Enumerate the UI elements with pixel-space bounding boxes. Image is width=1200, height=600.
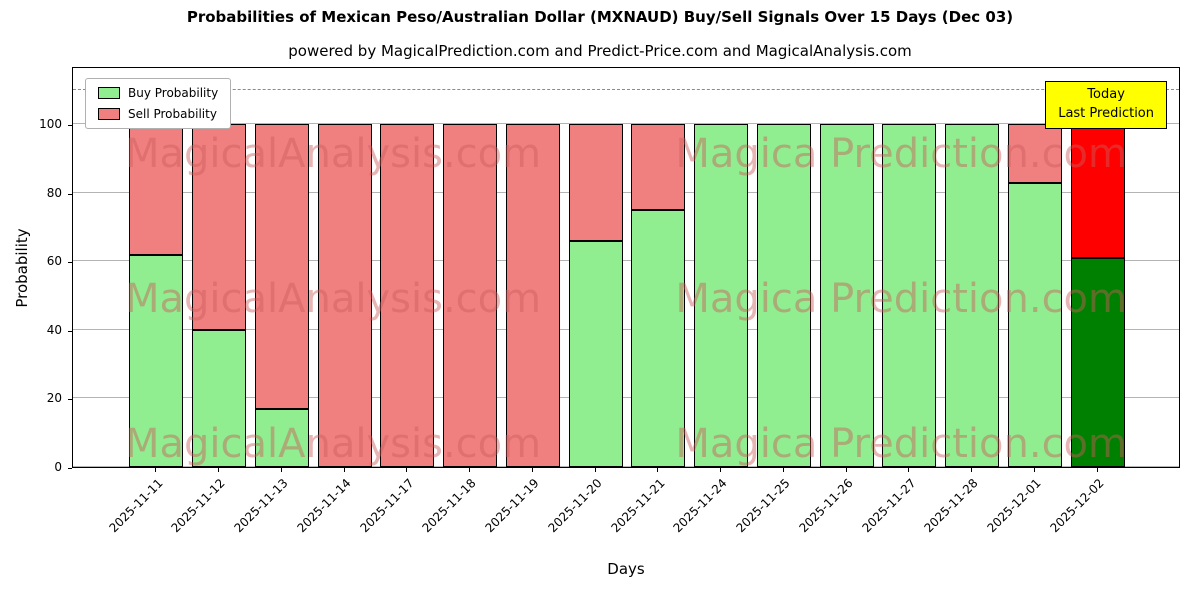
- x-tick-label-text: 2025-12-02: [1047, 476, 1107, 536]
- x-tick-mark: [1096, 468, 1098, 472]
- legend-item-buy: Buy Probability: [98, 86, 218, 100]
- y-tick-label: 60: [46, 254, 62, 269]
- bar-segment-sell: [505, 124, 560, 467]
- x-tick-label-text: 2025-11-14: [294, 476, 354, 536]
- bar-segment-sell: [192, 124, 247, 330]
- today-annotation-line2: Last Prediction: [1058, 105, 1154, 121]
- x-tick-label-text: 2025-11-27: [859, 476, 919, 536]
- x-tick-mark: [657, 468, 659, 472]
- x-tick-label-text: 2025-11-20: [545, 476, 605, 536]
- x-tick-mark: [280, 468, 282, 472]
- x-tick-label-text: 2025-11-26: [796, 476, 856, 536]
- y-tick-label: 20: [46, 391, 62, 406]
- plot-area: Buy Probability Sell Probability Today L…: [72, 67, 1180, 468]
- bar-segment-sell: [568, 124, 623, 241]
- bar-segment-buy: [192, 329, 247, 467]
- x-tick-label-text: 2025-11-21: [608, 476, 668, 536]
- x-tick-mark: [782, 468, 784, 472]
- bar-segment-buy: [129, 254, 184, 467]
- bar-segment-buy: [756, 124, 811, 467]
- x-axis-label: Days: [607, 560, 645, 578]
- bar-segment-sell: [129, 124, 184, 255]
- y-tick-label: 40: [46, 322, 62, 337]
- legend-label-buy: Buy Probability: [128, 86, 219, 100]
- gridline: [73, 260, 1179, 262]
- y-tick-label: 100: [39, 117, 62, 132]
- y-tick-mark: [68, 399, 72, 401]
- bar-segment-buy: [819, 124, 874, 467]
- x-tick-mark: [218, 468, 220, 472]
- x-tick-label-text: 2025-11-13: [231, 476, 291, 536]
- bar-segment-buy: [254, 408, 309, 467]
- y-tick-mark: [68, 468, 72, 469]
- y-tick-mark: [68, 262, 72, 264]
- x-tick-mark: [971, 468, 973, 472]
- bar-segment-buy: [1007, 182, 1062, 467]
- x-tick-label-text: 2025-11-12: [168, 476, 229, 536]
- x-tick-label-text: 2025-11-28: [921, 476, 982, 536]
- legend: Buy Probability Sell Probability: [85, 78, 232, 129]
- x-tick-mark: [908, 468, 910, 472]
- dashed-threshold-line: [73, 89, 1179, 90]
- gridline: [73, 123, 1179, 125]
- today-annotation-line1: Today: [1087, 87, 1125, 102]
- y-tick-mark: [68, 193, 72, 195]
- gridline: [73, 397, 1179, 399]
- bar-segment-buy: [568, 240, 623, 467]
- bar-segment-sell: [1007, 124, 1062, 183]
- sell-color-swatch: [98, 108, 120, 120]
- x-tick-label-text: 2025-11-24: [670, 476, 731, 536]
- bar-segment-sell: [443, 124, 498, 467]
- chart-subtitle: powered by MagicalPrediction.com and Pre…: [288, 42, 912, 60]
- bar-segment-sell: [1070, 124, 1125, 258]
- bar-segment-sell: [317, 124, 372, 467]
- x-tick-mark: [343, 468, 345, 472]
- buy-color-swatch: [98, 87, 120, 99]
- bar-segment-sell: [254, 124, 309, 409]
- bar-segment-buy: [694, 124, 749, 467]
- legend-label-sell: Sell Probability: [128, 107, 217, 121]
- y-tick-mark: [68, 330, 72, 332]
- x-tick-mark: [1033, 468, 1035, 472]
- x-tick-mark: [155, 468, 157, 472]
- x-tick-label-text: 2025-11-17: [357, 476, 417, 536]
- bar-segment-buy: [882, 124, 937, 467]
- gridline: [73, 466, 1179, 467]
- x-tick-mark: [594, 468, 596, 472]
- x-tick-label-text: 2025-11-25: [733, 476, 793, 536]
- x-tick-label-text: 2025-11-11: [106, 476, 166, 536]
- x-tick-label-text: 2025-12-01: [984, 476, 1044, 536]
- x-tick-label-text: 2025-11-18: [419, 476, 480, 536]
- x-tick-mark: [845, 468, 847, 472]
- y-tick-label: 0: [54, 460, 62, 474]
- x-tick-mark: [406, 468, 408, 472]
- y-tick-mark: [68, 125, 72, 127]
- x-tick-label-text: 2025-11-19: [482, 476, 542, 536]
- legend-item-sell: Sell Probability: [98, 107, 218, 121]
- y-tick-label: 80: [46, 185, 62, 200]
- x-tick-mark: [720, 468, 722, 472]
- bar-segment-buy: [631, 209, 686, 467]
- bar-segment-sell: [380, 124, 435, 467]
- x-tick-mark: [531, 468, 533, 472]
- chart-title: Probabilities of Mexican Peso/Australian…: [186, 8, 1014, 26]
- today-annotation: Today Last Prediction: [1045, 81, 1167, 129]
- bar-segment-sell: [631, 124, 686, 210]
- gridline: [73, 328, 1179, 330]
- x-tick-mark: [469, 468, 471, 472]
- gridline: [73, 191, 1179, 193]
- bar-segment-buy: [1070, 257, 1125, 467]
- bar-segment-buy: [945, 124, 1000, 467]
